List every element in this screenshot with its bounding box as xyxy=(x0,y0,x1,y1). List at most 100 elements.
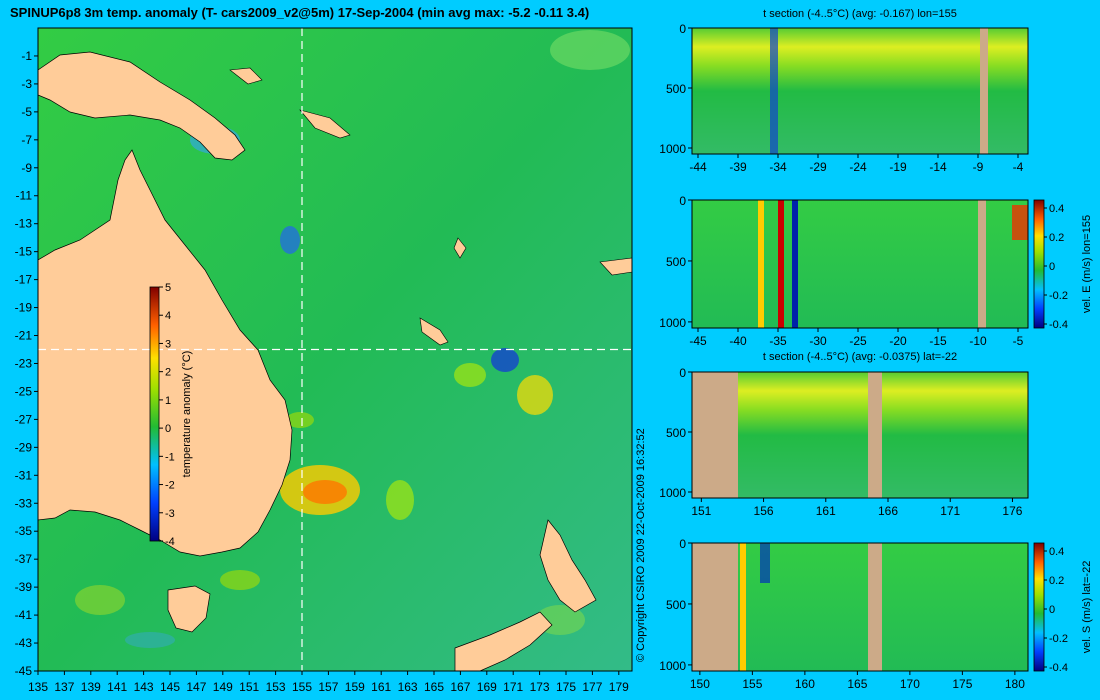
section-panels: t section (-4..5°C) (avg: -0.167) lon=15… xyxy=(659,8,1093,691)
temp-cbar-tick-label: -4 xyxy=(165,536,175,548)
panel-y-tick-label: 500 xyxy=(666,255,686,269)
map-lon-ticks: 135 137 139 141 143 145 147 149 151 153 155 157 159 1… xyxy=(28,671,629,694)
panel-y-tick-label: 500 xyxy=(666,598,686,612)
map-lat-tick-label: -9 xyxy=(21,161,32,175)
panel-y-tick-label: 0 xyxy=(679,22,686,36)
map-lon-tick-label: 139 xyxy=(81,680,101,694)
map-lat-tick-label: -21 xyxy=(15,329,33,343)
panel-x-tick-label: 150 xyxy=(690,677,710,691)
panel-2-title: t section (-4..5°C) (avg: -0.0375) lat=-… xyxy=(763,351,957,363)
panel-x-tick-label: -45 xyxy=(689,334,707,348)
panel-2-land-b xyxy=(868,372,882,498)
land-australia xyxy=(37,149,293,557)
map-lat-tick-label: -41 xyxy=(15,608,33,622)
temp-colorbar-bar xyxy=(149,286,160,542)
panel-x-tick-label: 170 xyxy=(900,677,920,691)
temp-colorbar: 5 4 3 2 1 0 -1 -2 -3 -4 temperature anomaly (°C) xyxy=(149,282,193,548)
panel-x-tick-label: -5 xyxy=(1013,334,1024,348)
map-lat-tick-label: -1 xyxy=(21,49,32,63)
map-panel: 135 137 139 141 143 145 147 149 151 153 155 157 159 1… xyxy=(15,27,633,694)
panel-cbar-tick-label: 0.2 xyxy=(1049,232,1064,244)
panel-y-tick-label: 500 xyxy=(666,82,686,96)
map-lat-tick-label: -37 xyxy=(15,552,33,566)
panel-1-frame xyxy=(691,199,1029,329)
panel-vel-s: 0.4 0.2 0 -0.2 -0.4 vel. S (m/s) lat=-22 150… xyxy=(659,537,1093,691)
panel-1-land xyxy=(978,200,986,328)
panel-3-band-b xyxy=(760,543,770,583)
panel-2-y-ticks: 0 500 1000 xyxy=(659,366,692,500)
main-title: SPINUP6p8 3m temp. anomaly (T- cars2009_… xyxy=(10,5,589,20)
panel-1-plot xyxy=(692,200,1028,328)
panel-1-band-b xyxy=(778,200,784,328)
panel-x-tick-label: -35 xyxy=(769,334,787,348)
panel-cbar-tick-label: -0.4 xyxy=(1049,662,1068,674)
land-vanuatu xyxy=(453,237,467,259)
panel-vel-e: 0.4 0.2 0 -0.2 -0.4 vel. E (m/s) lon=155 -45… xyxy=(659,194,1093,348)
panel-2-x-ticks: 151 156 161 166 171 176 xyxy=(691,498,1023,518)
map-lon-tick-label: 157 xyxy=(318,680,338,694)
panel-2-frame xyxy=(691,371,1029,499)
panel-3-cbar-ticks: 0.4 0.2 0 -0.2 -0.4 xyxy=(1044,546,1068,674)
panel-x-tick-label: -34 xyxy=(769,160,787,174)
map-lon-tick-label: 151 xyxy=(239,680,259,694)
map-lon-tick-label: 137 xyxy=(54,680,74,694)
map-anomaly-patches xyxy=(75,30,630,648)
panel-3-land-a xyxy=(692,543,738,671)
map-lat-tick-label: -27 xyxy=(15,412,33,426)
panel-t-section-lat: t section (-4..5°C) (avg: -0.0375) lat=-… xyxy=(659,351,1029,518)
panel-1-band-d xyxy=(1012,205,1028,240)
map-lon-tick-label: 179 xyxy=(609,680,629,694)
map-lon-tick-label: 163 xyxy=(398,680,418,694)
map-lat-tick-label: -33 xyxy=(15,496,33,510)
panel-x-tick-label: -14 xyxy=(929,160,947,174)
panel-x-tick-label: -19 xyxy=(889,160,907,174)
panel-y-tick-label: 0 xyxy=(679,537,686,551)
map-lon-tick-label: 147 xyxy=(186,680,206,694)
panel-x-tick-label: 161 xyxy=(816,504,836,518)
panel-x-tick-label: -40 xyxy=(729,334,747,348)
map-lon-tick-label: 143 xyxy=(134,680,154,694)
panel-cbar-tick-label: -0.4 xyxy=(1049,319,1068,331)
map-lon-tick-label: 173 xyxy=(530,680,550,694)
temp-cbar-tick-label: 3 xyxy=(165,338,171,350)
map-lon-tick-label: 167 xyxy=(450,680,470,694)
map-frame xyxy=(37,27,633,672)
panel-2-plot xyxy=(692,372,1028,498)
map-lon-tick-label: 159 xyxy=(345,680,365,694)
panel-x-tick-label: -30 xyxy=(809,334,827,348)
panel-3-band-a xyxy=(740,543,746,671)
panel-0-land xyxy=(980,28,988,154)
panel-y-tick-label: 1000 xyxy=(659,486,686,500)
panel-x-tick-label: 160 xyxy=(795,677,815,691)
panel-1-cbar-ticks: 0.4 0.2 0 -0.2 -0.4 xyxy=(1044,203,1068,331)
panel-y-tick-label: 0 xyxy=(679,194,686,208)
land-solomon-islands xyxy=(299,109,351,139)
map-lon-tick-label: 175 xyxy=(556,680,576,694)
panel-x-tick-label: -39 xyxy=(729,160,747,174)
panel-1-band-a xyxy=(758,200,764,328)
panel-x-tick-label: -24 xyxy=(849,160,867,174)
map-lat-tick-label: -19 xyxy=(15,301,33,315)
land-new-britain xyxy=(229,67,263,85)
panel-y-tick-label: 1000 xyxy=(659,659,686,673)
panel-1-band-c xyxy=(792,200,798,328)
temp-cbar-tick-label: 4 xyxy=(165,310,171,322)
map-lat-tick-label: -7 xyxy=(21,133,32,147)
panel-x-tick-label: 151 xyxy=(691,504,711,518)
map-lon-tick-label: 135 xyxy=(28,680,48,694)
panel-3-cbar-label: vel. S (m/s) lat=-22 xyxy=(1081,561,1093,654)
map-lat-ticks: -1 -3 -5 -7 -9 -11 -13 -15 -17 -19 -21 -23 -25 -27 -29… xyxy=(15,49,38,678)
map-lon-tick-label: 177 xyxy=(582,680,602,694)
panel-x-tick-label: -29 xyxy=(809,160,827,174)
panel-x-tick-label: 176 xyxy=(1002,504,1022,518)
map-lat-tick-label: -43 xyxy=(15,636,33,650)
panel-y-tick-label: 1000 xyxy=(659,142,686,156)
panel-cbar-tick-label: 0 xyxy=(1049,604,1055,616)
panel-3-colorbar xyxy=(1033,542,1045,672)
map-lon-tick-label: 165 xyxy=(424,680,444,694)
panel-3-plot xyxy=(692,543,1028,671)
panel-x-tick-label: 175 xyxy=(952,677,972,691)
map-lon-tick-label: 149 xyxy=(213,680,233,694)
panel-x-tick-label: -10 xyxy=(969,334,987,348)
temp-cbar-tick-label: -1 xyxy=(165,451,175,463)
